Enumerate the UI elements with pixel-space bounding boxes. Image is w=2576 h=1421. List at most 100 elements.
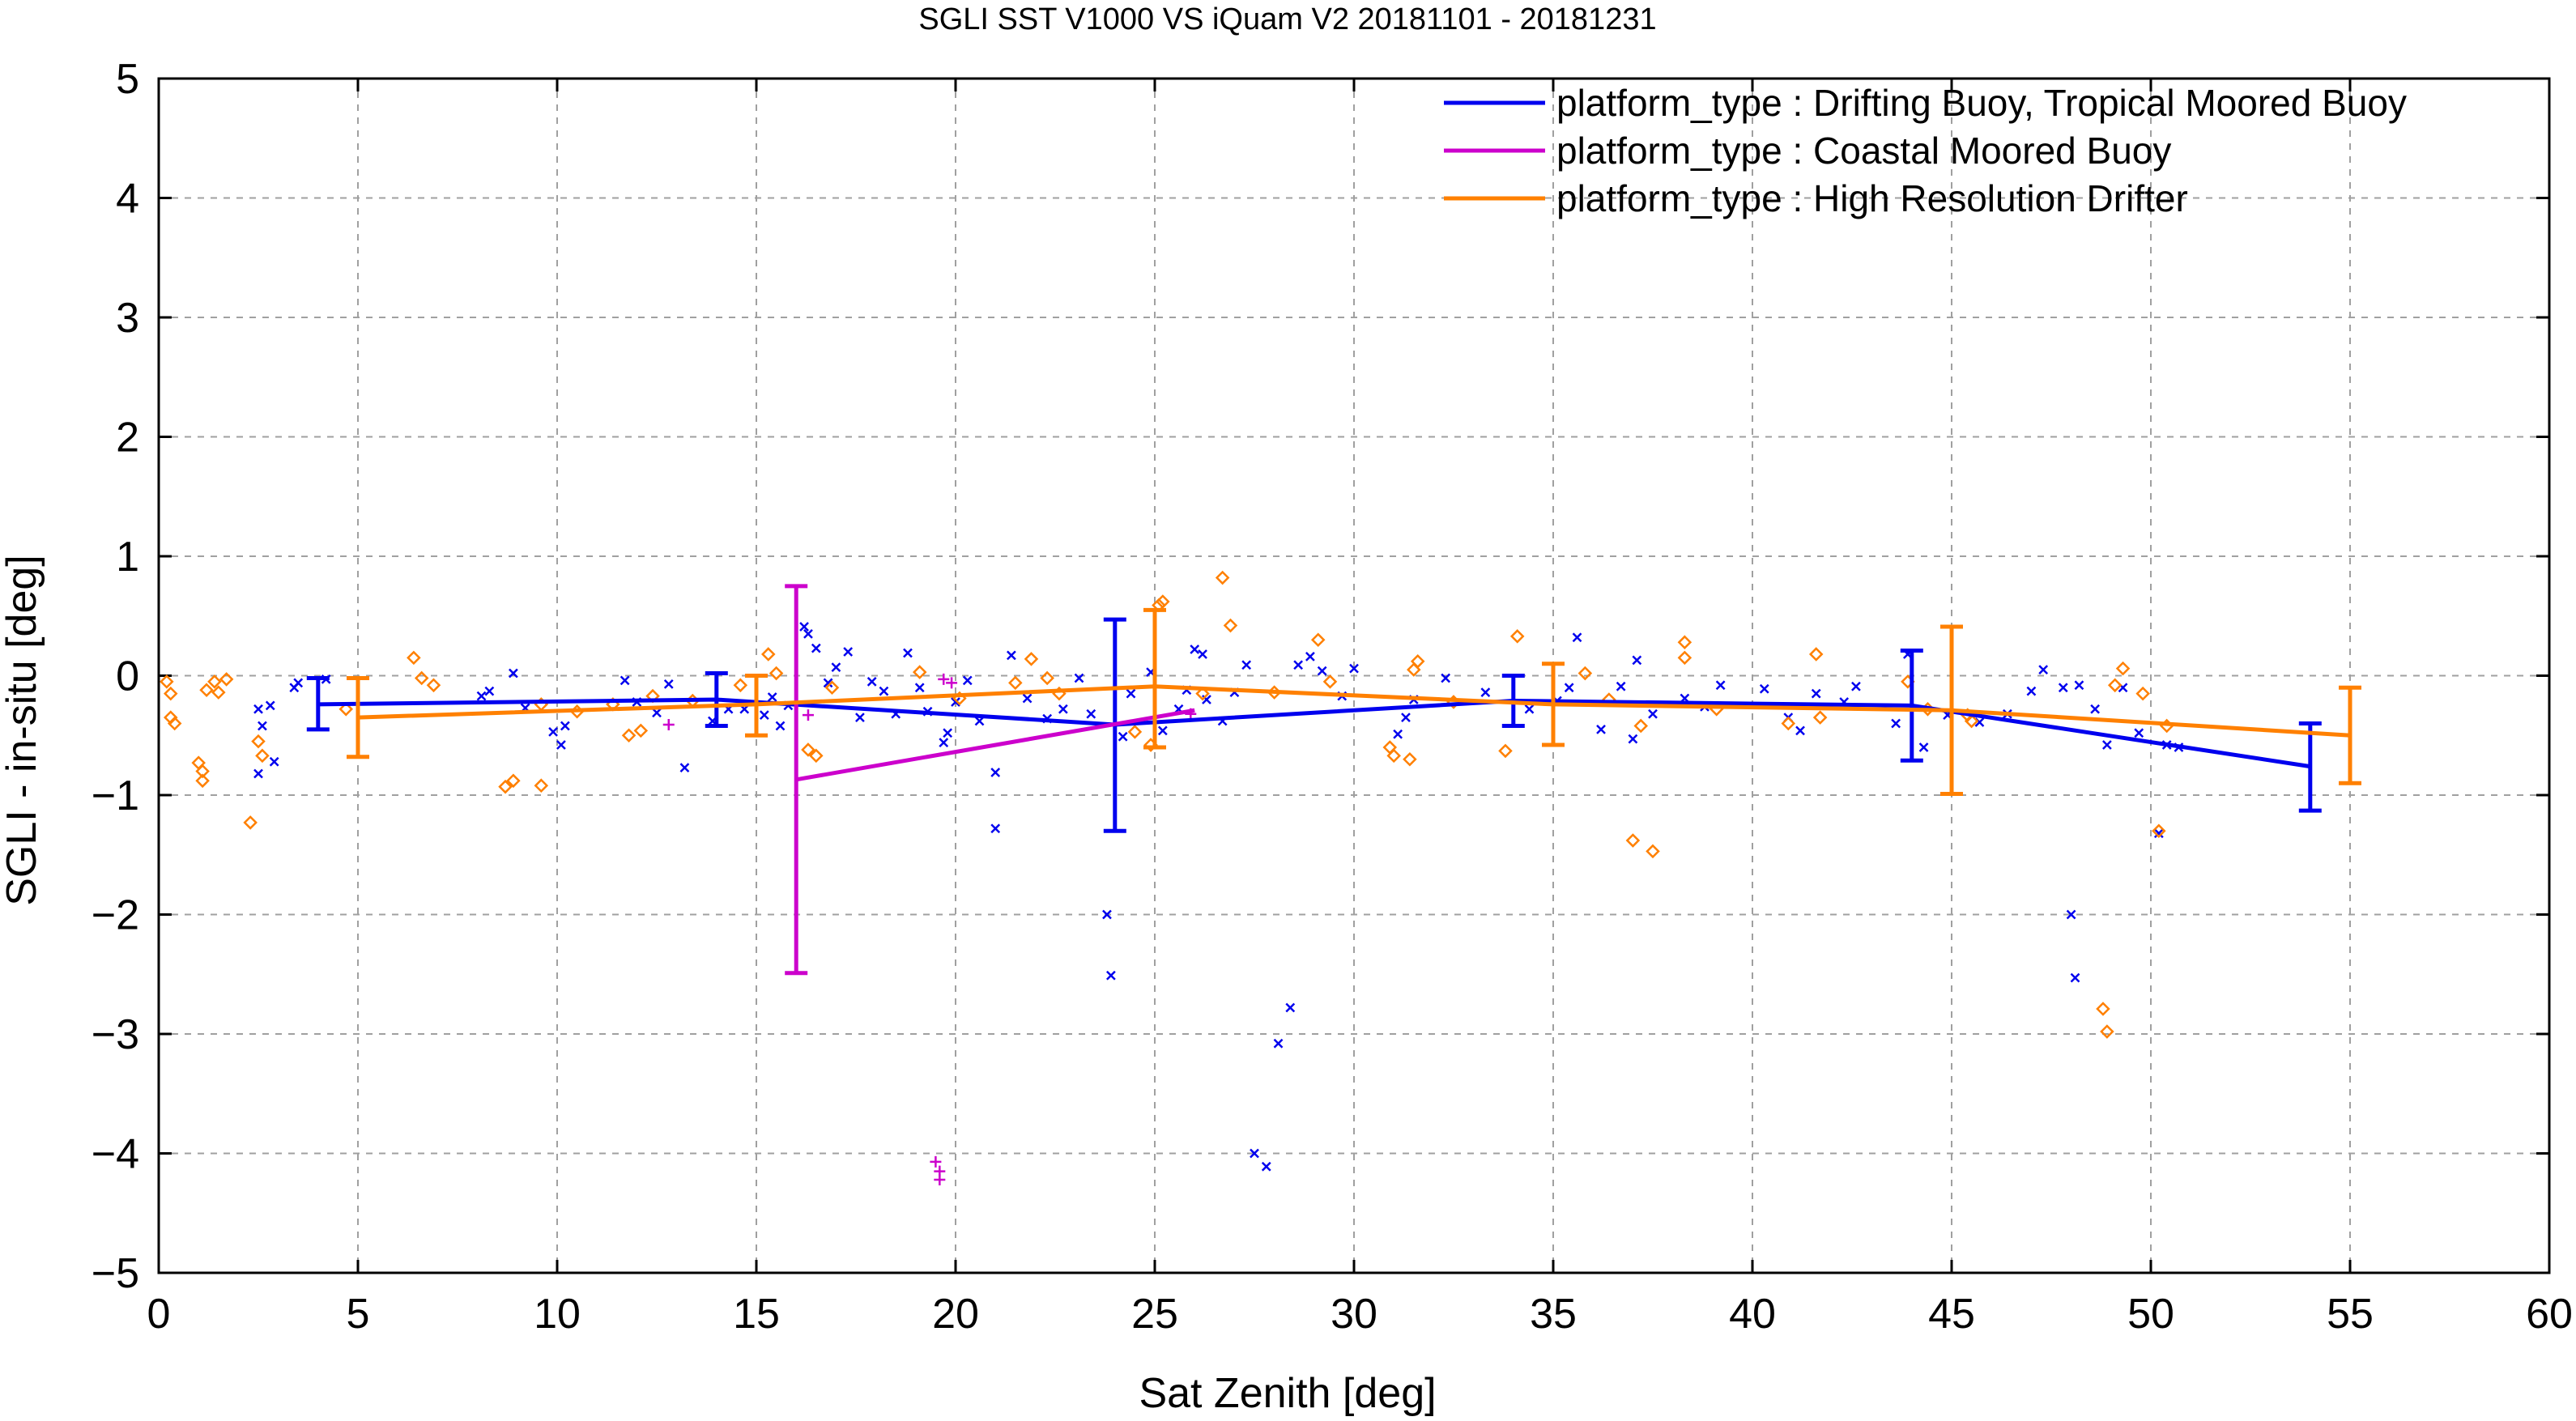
coastal-moored-buoy-points [662,673,1197,1185]
drifting-buoy-point [2074,680,2084,691]
x-tick-label: 25 [1131,1291,1178,1338]
drifting-buoy-point [990,823,1001,834]
drifting-buoy-point [866,676,877,687]
high-resolution-drifter-point [1386,748,1401,764]
high-resolution-drifter-point [243,815,258,830]
drifting-buoy-point [831,662,841,673]
drifting-buoy-point [679,763,690,772]
y-tick-label: 4 [116,176,139,223]
drifting-buoy-point [1480,687,1491,698]
high-resolution-drifter-point [1625,833,1641,848]
drifting-buoy-point [1285,1002,1296,1013]
drifting-buoy-point [1305,652,1315,662]
high-resolution-drifter-point [251,734,266,749]
drifting-buoy-summary [306,617,2322,833]
drifting-buoy-point [253,768,263,779]
high-resolution-drifter-point [338,702,354,717]
drifting-buoy-point [2026,686,2037,696]
high-resolution-drifter-point [1578,666,1593,681]
coastal-moored-buoy-point [934,1165,946,1177]
high-resolution-drifter-point [255,748,270,764]
drifting-buoy-point [1572,632,1582,643]
high-resolution-drifter-point [1808,647,1824,662]
drifting-buoy-point [759,710,769,721]
drifting-buoy-point [1393,729,1403,739]
drifting-buoy-point [1293,660,1304,670]
drifting-buoy-point [1105,970,1116,981]
drifting-buoy-point [1795,725,1805,736]
y-axis-label: SGLI - in-situ [deg] [0,555,45,906]
high-resolution-drifter-point [1310,632,1326,648]
high-resolution-drifter-error-bar [745,674,768,738]
drifting-buoy-point [1564,683,1574,693]
drifting-buoy-mean-line [317,697,2311,769]
high-resolution-drifter-point [498,779,513,794]
high-resolution-drifter-point [163,686,178,701]
drifting-buoy-point [556,740,566,750]
drifting-buoy-point [1241,660,1252,670]
drifting-buoy-point [1648,708,1658,719]
drifting-buoy-point [1006,650,1016,661]
y-tick-label: 0 [116,653,139,700]
drifting-buoy-error-bar [306,675,330,732]
high-resolution-drifter-point [167,716,182,731]
high-resolution-drifter-point [912,665,927,679]
coastal-moored-buoy-mean-line [795,708,1195,782]
drifting-buoy-point [1273,1038,1284,1049]
drifting-buoy-error-bar [705,671,728,728]
high-resolution-drifter-error-bar [347,675,369,759]
drifting-buoy-point [293,678,304,688]
coastal-moored-buoy-point [946,677,958,689]
drifting-buoy-point [1349,663,1359,674]
high-resolution-drifter-point [195,764,210,779]
drifting-buoy-point [2058,683,2068,693]
high-resolution-drifter-point [1812,710,1828,725]
x-axis-label: Sat Zenith [deg] [1139,1370,1436,1417]
drifting-buoy-point [1918,742,1929,752]
high-resolution-drifter-point [1024,652,1039,666]
high-resolution-drifter-point [633,723,649,738]
high-resolution-drifter-point [219,672,234,687]
x-tick-label: 20 [932,1291,979,1338]
high-resolution-drifter-point [1509,629,1525,644]
drifting-buoy-point [1086,708,1096,719]
legend-label-drifting-buoy: platform_type : Drifting Buoy, Tropical … [1556,82,2407,124]
drifting-buoy-point [943,728,953,738]
high-resolution-drifter-point [2096,1002,2110,1016]
x-tick-label: 5 [347,1291,370,1338]
drifting-buoy-point [1250,1148,1259,1159]
y-tick-label: −4 [92,1131,139,1178]
drifting-buoy-point [1715,680,1726,691]
high-resolution-drifter-point [1223,618,1238,633]
chart-title: SGLI SST V1000 VS iQuam V2 20181101 - 20… [918,2,1656,36]
drifting-buoy-point [1126,688,1136,699]
drifting-buoy-point [508,668,518,679]
drifting-buoy-point [663,679,674,689]
drifting-buoy-point [1759,683,1769,694]
drifting-buoy-error-bar [1900,649,1923,763]
drifting-buoy-point [1811,688,1821,699]
x-tick-label: 35 [1530,1291,1577,1338]
drifting-buoy-point [1022,693,1033,704]
x-tick-label: 15 [733,1291,780,1338]
high-resolution-drifter-point [160,674,174,689]
coastal-moored-buoy-error-bar [785,584,808,976]
high-resolution-drifter-point [2100,1024,2114,1039]
high-resolution-drifter-point [407,650,421,666]
drifting-buoy-point [1851,681,1861,691]
y-tick-label: 5 [116,56,139,103]
drifting-buoy-point [269,756,279,767]
series-layer [160,570,2361,1185]
high-resolution-drifter-point [1498,743,1513,759]
high-resolution-drifter-point [414,670,429,686]
drifting-buoy-point [951,697,960,707]
drifting-buoy-point [811,643,821,653]
high-resolution-drifter-point [1322,674,1338,689]
drifting-buoy-point [1401,713,1411,723]
y-tick-label: −3 [92,1011,139,1058]
plot-frame [157,77,2551,1274]
drifting-buoy-point [2066,909,2076,920]
